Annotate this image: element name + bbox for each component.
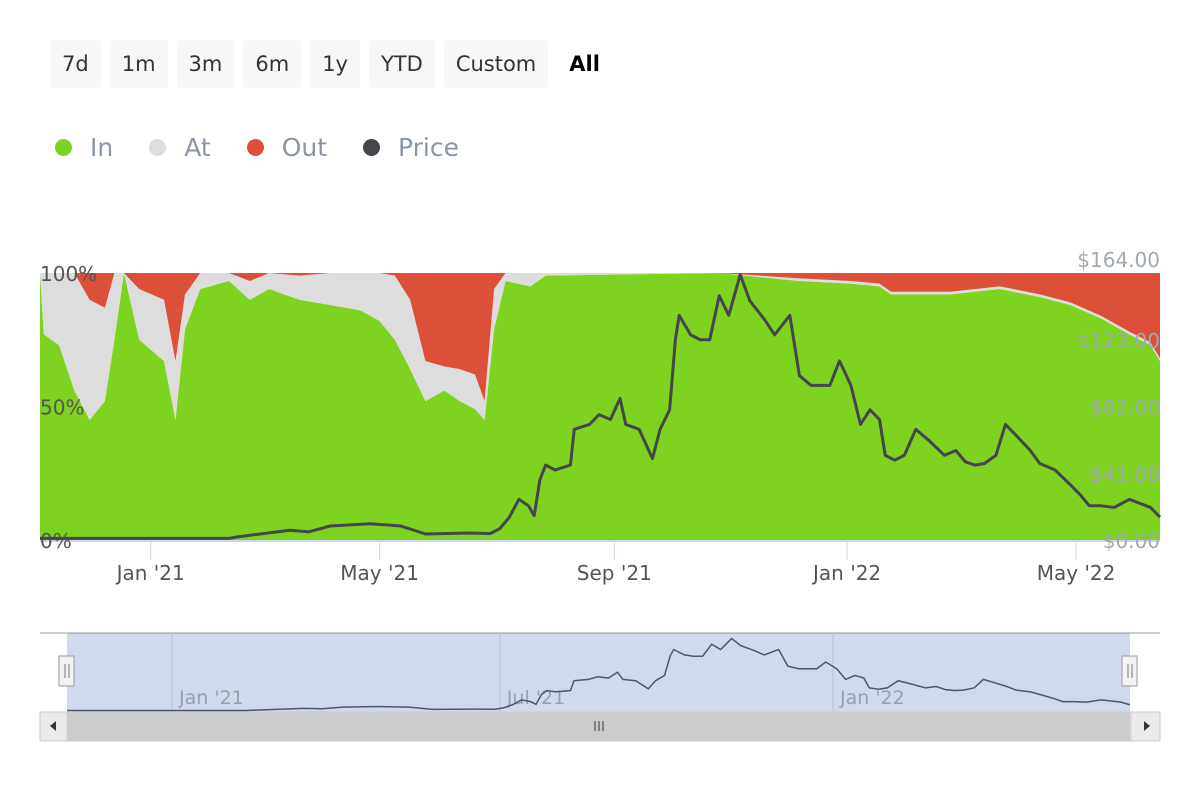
range-ytd-button[interactable]: YTD	[368, 40, 435, 88]
x-tick-label: May '21	[340, 561, 419, 585]
y-right-tick-label: $0.00	[1103, 529, 1160, 553]
price-line	[40, 273, 1162, 540]
legend-label-out: Out	[281, 133, 328, 162]
scrollbar-left-button[interactable]	[39, 711, 68, 742]
navigator-selection[interactable]	[67, 633, 1130, 712]
navigator-handle-right[interactable]	[1121, 655, 1138, 687]
range-selector: 7d 1m 3m 6m 1y YTD Custom All	[50, 40, 612, 88]
legend-dot-out	[246, 139, 264, 156]
navigator-handle-left[interactable]	[58, 655, 75, 687]
y-left-tick-label: 0%	[40, 529, 72, 553]
navigator-tick-label: Jan '21	[178, 687, 244, 709]
navigator-tick-label: Jan '22	[839, 687, 905, 709]
legend-dot-at	[149, 139, 167, 156]
y-right-tick-label: $41.00	[1090, 462, 1160, 486]
legend-label-price: Price	[398, 133, 460, 162]
x-tick-label: Jan '21	[115, 561, 185, 585]
legend-label-at: At	[184, 133, 211, 162]
range-custom-button[interactable]: Custom	[443, 40, 549, 88]
y-right-tick-label: $123.00	[1077, 329, 1160, 353]
range-all-button[interactable]: All	[557, 40, 612, 88]
scrollbar[interactable]	[39, 711, 1161, 742]
range-7d-button[interactable]: 7d	[50, 40, 101, 88]
range-6m-button[interactable]: 6m	[243, 40, 302, 88]
range-1y-button[interactable]: 1y	[310, 40, 360, 88]
y-right-tick-label: $164.00	[1077, 248, 1160, 272]
area-series-in	[40, 273, 1160, 540]
legend-dot-in	[55, 139, 72, 156]
y-right-tick-label: $82.00	[1090, 396, 1160, 420]
navigator-tick-label: Jul '21	[506, 687, 565, 709]
legend-item-price[interactable]: Price	[363, 133, 459, 162]
navigator-price-line	[67, 637, 1131, 712]
range-3m-button[interactable]: 3m	[176, 40, 235, 88]
y-left-tick-label: 100%	[40, 262, 97, 286]
x-tick-label: May '22	[1037, 561, 1116, 585]
legend: In At Out Price	[55, 133, 459, 162]
legend-label-in: In	[90, 133, 114, 162]
arrow-right-icon	[1144, 721, 1150, 731]
arrow-left-icon	[50, 721, 56, 731]
range-1m-button[interactable]: 1m	[109, 40, 168, 88]
navigator: Jan '21 Jul '21 Jan '22	[39, 632, 1161, 742]
x-tick-label: Jan '22	[811, 561, 881, 585]
legend-item-in[interactable]: In	[55, 133, 113, 162]
area-series-out	[40, 273, 1160, 402]
handle-grip-icon	[1121, 655, 1138, 687]
y-left-tick-label: 50%	[40, 396, 84, 420]
x-tick-label: Sep '21	[577, 561, 652, 585]
handle-grip-icon	[58, 655, 75, 687]
legend-dot-price	[363, 139, 381, 156]
legend-item-out[interactable]: Out	[246, 133, 328, 162]
legend-item-at[interactable]: At	[149, 133, 211, 162]
